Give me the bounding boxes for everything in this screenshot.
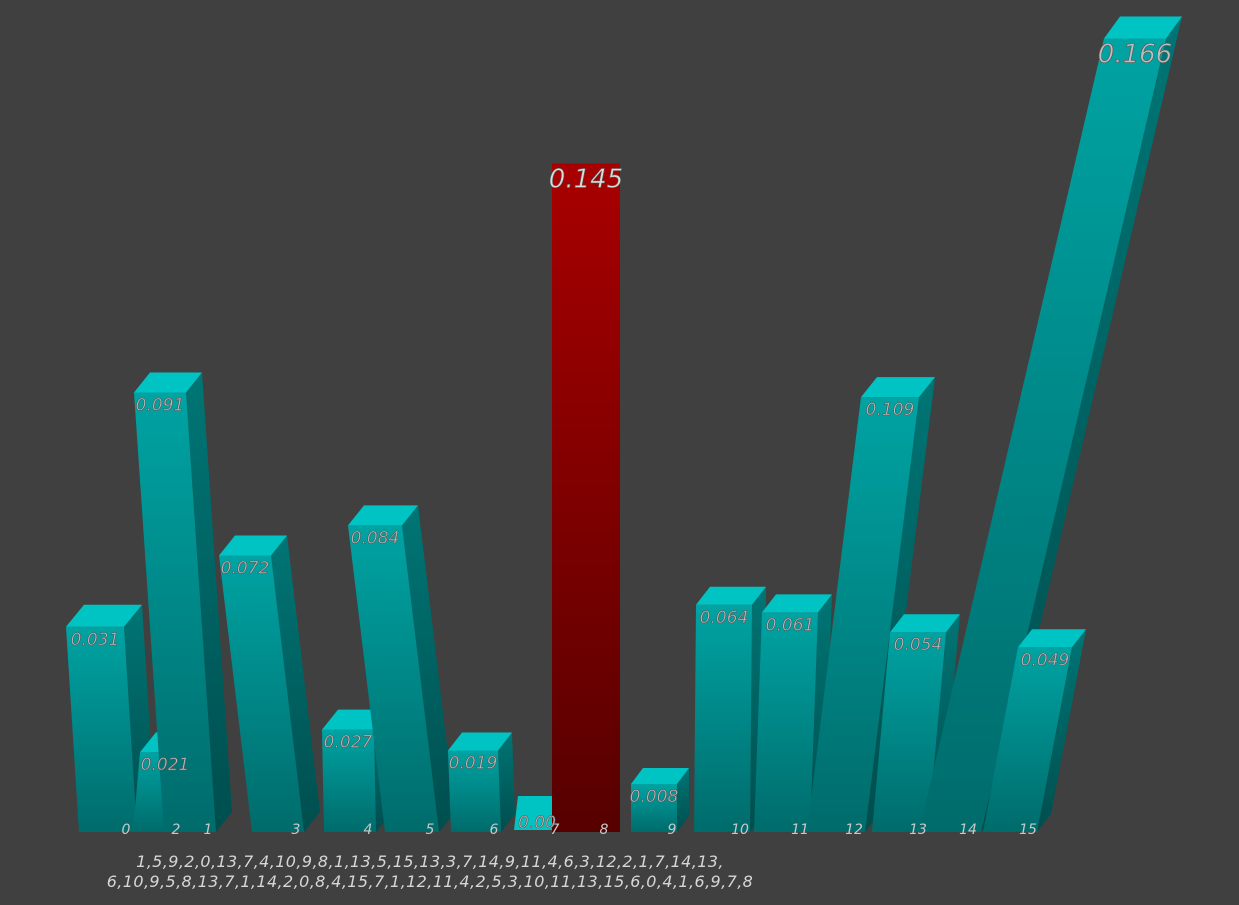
category-tick-label: 0 — [122, 822, 131, 838]
category-tick-label: 8 — [600, 822, 609, 838]
bar-top — [219, 535, 287, 556]
bar-front — [631, 784, 677, 832]
value-label: 0.019 — [449, 753, 498, 773]
value-label: 0.008 — [630, 787, 679, 807]
sequence-line-2: 6,10,9,5,8,13,7,1,14,2,0,8,4,15,7,1,12,1… — [106, 872, 754, 891]
bar — [448, 732, 515, 832]
category-tick-label: 10 — [731, 822, 749, 838]
value-label: 0.027 — [324, 733, 373, 753]
bar-side — [981, 16, 1182, 832]
sequence-line-1: 1,5,9,2,0,13,7,4,10,9,8,1,13,5,15,13,3,7… — [136, 852, 724, 871]
bar-top — [631, 768, 689, 784]
bar-front — [754, 612, 818, 832]
bar-side — [677, 768, 689, 832]
bar-front — [983, 647, 1072, 832]
bar-front — [134, 392, 216, 832]
category-tick-label: 2 — [172, 822, 181, 838]
bar-top — [66, 604, 142, 627]
bar-front — [66, 626, 137, 832]
value-labels: 0.031 0.021 0.091 0.072 0.027 0.084 0.019 0.00 0… — [70, 39, 1172, 833]
category-tick-label: 7 — [551, 822, 560, 838]
bar-top — [514, 796, 564, 830]
category-tick-label: 5 — [426, 822, 435, 838]
value-label: 0.166 — [1098, 40, 1172, 70]
bar-front — [919, 38, 1166, 832]
value-label: 0.091 — [136, 395, 185, 415]
bar — [983, 629, 1086, 832]
value-label: 0.00 — [518, 813, 556, 833]
bar-front — [348, 525, 439, 832]
bar-top — [1018, 629, 1086, 648]
bar-front — [219, 555, 304, 832]
bar — [514, 796, 564, 830]
value-label: 0.054 — [894, 635, 943, 655]
tick-labels: 0 2 1 3 4 5 6 7 8 9 10 11 12 13 14 15 — [122, 822, 1037, 838]
bar-side — [1037, 629, 1086, 832]
category-tick-label: 12 — [845, 822, 863, 838]
bar-top — [762, 594, 832, 613]
bar-side — [271, 535, 320, 832]
bar-top — [1104, 16, 1182, 39]
value-label: 0.145 — [549, 165, 623, 195]
bar — [219, 535, 320, 832]
bar-top — [890, 614, 960, 633]
bar-front — [807, 397, 919, 832]
category-tick-label: 15 — [1019, 822, 1037, 838]
value-label: 0.049 — [1021, 650, 1070, 670]
bar-front-highlight — [552, 163, 620, 833]
value-label: 0.072 — [221, 559, 270, 579]
bar — [631, 768, 689, 832]
bar-front — [694, 604, 752, 832]
bar — [348, 505, 455, 832]
bar-side — [186, 372, 232, 832]
bars-layer — [66, 16, 1182, 833]
value-label: 0.031 — [71, 630, 120, 650]
value-label: 0.084 — [351, 528, 400, 548]
bar-top — [134, 372, 202, 393]
bar — [134, 372, 232, 832]
category-tick-label: 9 — [668, 822, 677, 838]
bar-top — [861, 377, 935, 398]
category-tick-label: 1 — [204, 822, 213, 838]
value-label: 0.064 — [700, 608, 749, 628]
value-label: 0.021 — [141, 755, 190, 775]
bar-side — [402, 505, 455, 832]
bar-front — [448, 750, 501, 832]
category-tick-label: 11 — [791, 822, 809, 838]
bar-top — [448, 732, 512, 751]
bar — [919, 16, 1182, 832]
value-label: 0.109 — [866, 400, 915, 420]
category-tick-label: 6 — [490, 822, 499, 838]
bar-front — [872, 632, 946, 832]
bar-top — [348, 505, 418, 526]
sequence-caption: 1,5,9,2,0,13,7,4,10,9,8,1,13,5,15,13,3,7… — [0, 852, 860, 892]
value-label: 0.061 — [766, 615, 815, 635]
category-tick-label: 13 — [909, 822, 927, 838]
category-tick-label: 3 — [292, 822, 301, 838]
category-tick-label: 4 — [364, 822, 373, 838]
bar-front — [322, 729, 376, 832]
bar-top — [696, 586, 766, 605]
bar — [552, 163, 620, 833]
bar-side — [498, 732, 515, 832]
category-tick-label: 14 — [959, 822, 977, 838]
